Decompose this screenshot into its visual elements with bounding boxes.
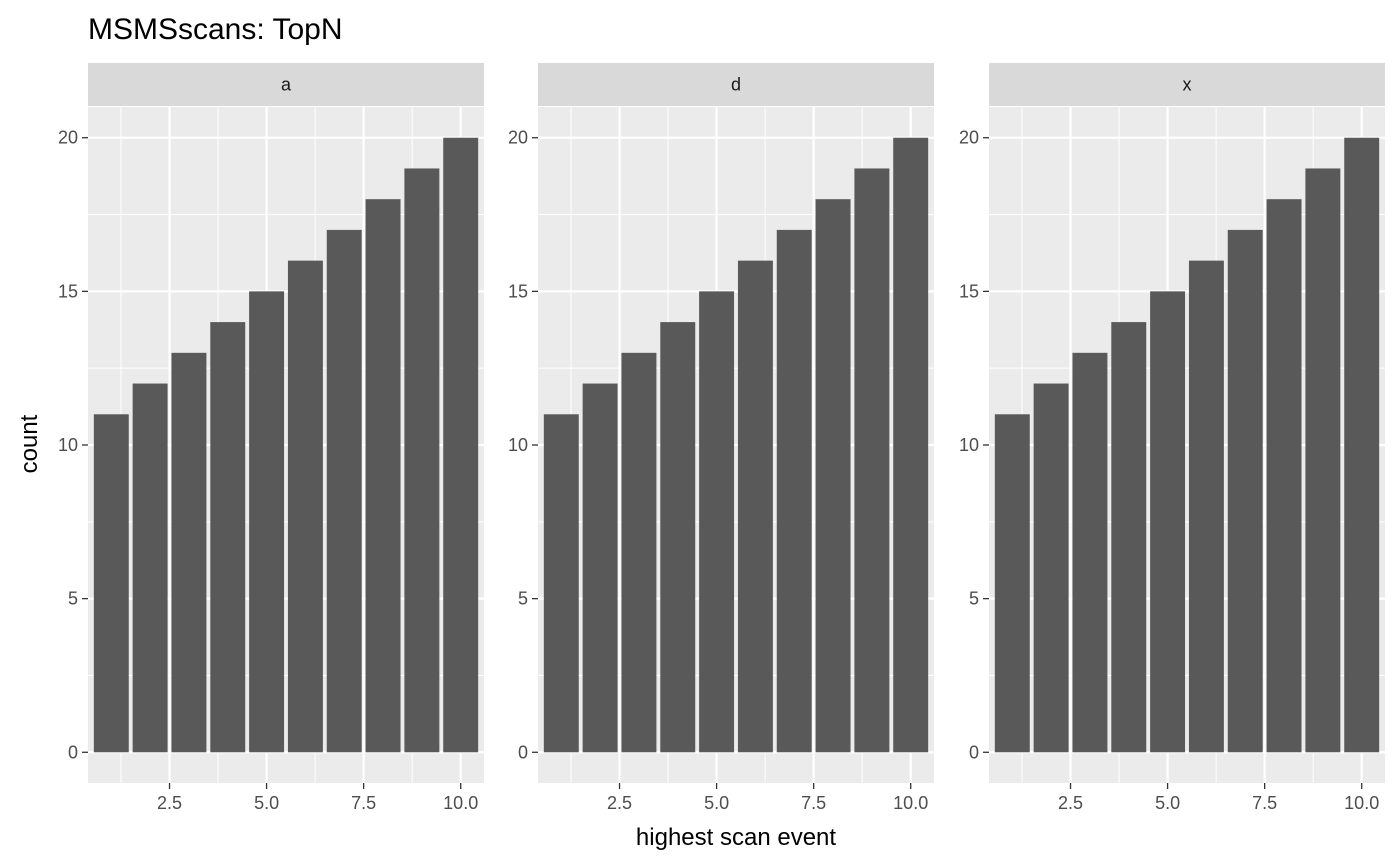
bar — [326, 229, 362, 753]
x-tick-label: 7.5 — [1252, 793, 1277, 813]
x-axis-title: highest scan event — [636, 824, 836, 851]
x-tick-label: 10.0 — [443, 793, 478, 813]
bar — [893, 137, 929, 753]
y-tick-label: 0 — [969, 742, 979, 762]
bar — [210, 322, 246, 753]
y-tick-label: 0 — [68, 742, 78, 762]
bar — [1033, 383, 1069, 753]
bar — [365, 199, 401, 753]
y-tick-label: 20 — [58, 128, 78, 148]
facet-strip — [538, 63, 934, 106]
bar — [1227, 229, 1263, 753]
bar — [1344, 137, 1380, 753]
bar — [621, 352, 657, 753]
y-tick-label: 20 — [959, 128, 979, 148]
facet-panel-a: a 0 5 10 15 20 2.5 5.0 7.5 10.0 — [58, 63, 484, 813]
bar — [815, 199, 851, 753]
bar — [287, 260, 323, 753]
bar — [1305, 168, 1341, 753]
bar — [776, 229, 812, 753]
y-tick-label: 20 — [508, 128, 528, 148]
facet-strip — [88, 63, 484, 106]
y-tick-label: 10 — [58, 435, 78, 455]
x-tick-label: 7.5 — [351, 793, 376, 813]
x-tick-label: 2.5 — [157, 793, 182, 813]
y-tick-label: 5 — [68, 589, 78, 609]
bar — [660, 322, 696, 753]
facet-strip — [989, 63, 1385, 106]
bar — [93, 414, 129, 753]
bar — [994, 414, 1030, 753]
bar — [543, 414, 579, 753]
bar — [1072, 352, 1108, 753]
facet-panels: a 0 5 10 15 20 2.5 5.0 7.5 10.0 d 0 5 10 15 20 2.5 5.0 7.5… — [58, 63, 1385, 813]
facet-strip-label: x — [1183, 75, 1192, 95]
bar — [737, 260, 773, 753]
bar — [404, 168, 440, 753]
facet-panel-x: x 0 5 10 15 20 2.5 5.0 7.5 10.0 — [959, 63, 1385, 813]
y-tick-label: 15 — [508, 281, 528, 301]
y-tick-label: 10 — [959, 435, 979, 455]
facet-strip-label: a — [281, 75, 292, 95]
bar — [132, 383, 168, 753]
bar — [1111, 322, 1147, 753]
bar — [582, 383, 618, 753]
y-tick-label: 10 — [508, 435, 528, 455]
facet-panel-d: d 0 5 10 15 20 2.5 5.0 7.5 10.0 — [508, 63, 934, 813]
x-tick-label: 10.0 — [893, 793, 928, 813]
y-tick-label: 5 — [969, 589, 979, 609]
y-tick-label: 5 — [518, 589, 528, 609]
x-tick-label: 2.5 — [607, 793, 632, 813]
y-tick-label: 15 — [58, 281, 78, 301]
y-axis-title: count — [16, 414, 43, 473]
x-tick-label: 5.0 — [704, 793, 729, 813]
y-tick-label: 0 — [518, 742, 528, 762]
x-tick-label: 2.5 — [1058, 793, 1083, 813]
bar — [1150, 291, 1186, 753]
bar — [699, 291, 735, 753]
x-tick-label: 10.0 — [1344, 793, 1379, 813]
x-tick-label: 7.5 — [801, 793, 826, 813]
bar — [854, 168, 890, 753]
bar — [249, 291, 285, 753]
bar — [1266, 199, 1302, 753]
chart-title: MSMSscans: TopN — [88, 13, 343, 46]
y-tick-label: 15 — [959, 281, 979, 301]
x-tick-label: 5.0 — [1155, 793, 1180, 813]
bar — [443, 137, 479, 753]
facet-strip-label: d — [731, 75, 741, 95]
bar — [1188, 260, 1224, 753]
bar — [171, 352, 207, 753]
x-tick-label: 5.0 — [254, 793, 279, 813]
